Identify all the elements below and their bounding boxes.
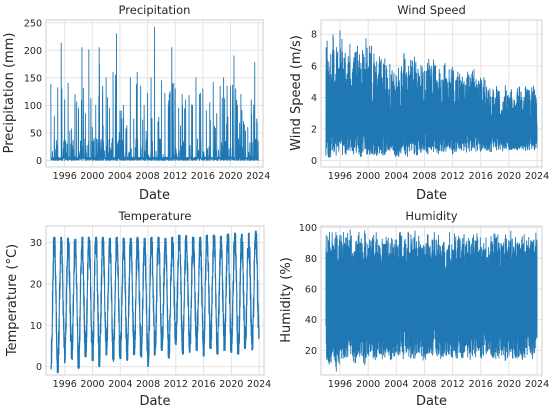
precipitation-y-tick-label: 200 [24,46,42,57]
temperature-x-tick-label: 1996 [53,379,77,390]
precipitation-x-tick-label: 1996 [53,171,77,182]
precipitation-x-tick-label: 2012 [163,171,187,182]
precipitation-y-tick-label: 100 [24,101,42,112]
precipitation-x-tick-label: 2000 [80,171,104,182]
panel-wind-speed: 1996 2000 2004 2008 2012 2016 2020 2024 0 2 4 6 8 Wi… [289,3,549,203]
precipitation-x-tick-label: 2016 [191,171,215,182]
temperature-y-tick-label: 0 [36,362,42,373]
precipitation-y-axis-label: Precipitation (mm) [2,33,17,154]
wind-speed-title: Wind Speed [397,3,466,17]
humidity-y-tick-label: 80 [305,254,317,265]
wind-speed-x-tick-label: 2004 [384,171,408,182]
precipitation-x-tick-label: 2024 [246,171,270,182]
humidity-y-axis-label: Humidity (%) [279,257,294,343]
humidity-x-tick-label: 2004 [384,379,408,390]
temperature-title: Temperature [118,209,192,223]
temperature-x-tick-label: 2008 [136,379,160,390]
precipitation-frame [45,19,264,168]
wind-speed-x-axis-label: Date [416,188,447,203]
temperature-series [50,230,260,374]
wind-speed-x-tick-label: 2020 [497,171,521,182]
humidity-frame [320,225,543,376]
precipitation-series-line [50,26,259,161]
humidity-x-tick-label: 2016 [469,379,493,390]
temperature-x-tick-label: 2012 [164,379,188,390]
temperature-series-line [50,230,260,374]
wind-speed-y-tick-label: 8 [311,30,317,41]
humidity-x-axis-label: Date [416,394,447,409]
precipitation-series [50,26,259,161]
panel-precipitation: 1996 2000 2004 2008 2012 2016 2020 2024 0 50 100 15… [2,3,270,203]
panel-humidity: 1996 2000 2004 2008 2012 2016 2020 2024 20 40 60 80… [279,209,549,409]
humidity-y-tick-label: 20 [305,346,317,357]
wind-speed-y-axis-label: Wind Speed (m/s) [289,35,304,151]
wind-speed-y-tick-label: 6 [311,61,317,72]
wind-speed-frame [320,19,543,168]
humidity-x-tick-label: 1996 [328,379,352,390]
temperature-x-tick-label: 2020 [219,379,243,390]
temperature-y-tick-label: 10 [30,321,42,332]
humidity-x-tick-label: 2000 [356,379,380,390]
wind-speed-y-tick-label: 4 [311,93,317,104]
wind-speed-x-tick-label: 2008 [412,171,436,182]
temperature-x-tick-label: 2000 [80,379,104,390]
humidity-x-tick-label: 2008 [412,379,436,390]
wind-speed-ticks: 1996 2000 2004 2008 2012 2016 2020 2024 0 2 4 6 8 [311,30,549,182]
wind-speed-series-line [325,30,538,158]
precipitation-x-axis-label: Date [139,188,170,203]
temperature-x-tick-label: 2016 [192,379,216,390]
humidity-ticks: 1996 2000 2004 2008 2012 2016 2020 2024 20 40 60 80… [299,223,549,390]
wind-speed-x-tick-label: 2000 [356,171,380,182]
temperature-frame [45,225,265,376]
temperature-y-axis-label: Temperature (°C) [5,244,20,357]
precipitation-x-tick-label: 2008 [135,171,159,182]
wind-speed-x-tick-label: 2012 [441,171,465,182]
humidity-y-tick-label: 40 [305,315,317,326]
precipitation-y-tick-label: 150 [24,73,42,84]
precipitation-title: Precipitation [119,3,191,17]
humidity-x-tick-label: 2012 [441,379,465,390]
temperature-ticks: 1996 2000 2004 2008 2012 2016 2020 2024 0 10 20 30 [30,238,271,390]
humidity-x-tick-label: 2020 [497,379,521,390]
wind-speed-x-tick-label: 1996 [328,171,352,182]
humidity-title: Humidity [405,209,457,223]
precipitation-y-tick-label: 250 [24,18,42,29]
wind-speed-y-tick-label: 2 [311,125,317,136]
humidity-series [325,229,538,372]
wind-speed-x-tick-label: 2016 [469,171,493,182]
precipitation-ticks: 1996 2000 2004 2008 2012 2016 2020 2024 0 50 100 15… [24,18,270,182]
precipitation-y-tick-label: 0 [36,156,42,167]
precipitation-y-tick-label: 50 [30,128,42,139]
temperature-y-tick-label: 20 [30,279,42,290]
humidity-series-line [325,229,538,372]
humidity-x-tick-label: 2024 [525,379,549,390]
temperature-x-tick-label: 2024 [247,379,271,390]
precipitation-x-tick-label: 2004 [108,171,132,182]
precipitation-x-tick-label: 2020 [218,171,242,182]
humidity-y-tick-label: 60 [305,284,317,295]
humidity-y-tick-label: 100 [299,223,317,234]
temperature-x-axis-label: Date [139,394,170,409]
wind-speed-series [325,30,538,158]
temperature-y-tick-label: 30 [30,238,42,249]
panel-temperature: 1996 2000 2004 2008 2012 2016 2020 20240102030 … [5,209,271,409]
wind-speed-y-tick-label: 0 [311,156,317,167]
temperature-x-tick-label: 2004 [108,379,132,390]
wind-speed-x-tick-label: 2024 [525,171,549,182]
